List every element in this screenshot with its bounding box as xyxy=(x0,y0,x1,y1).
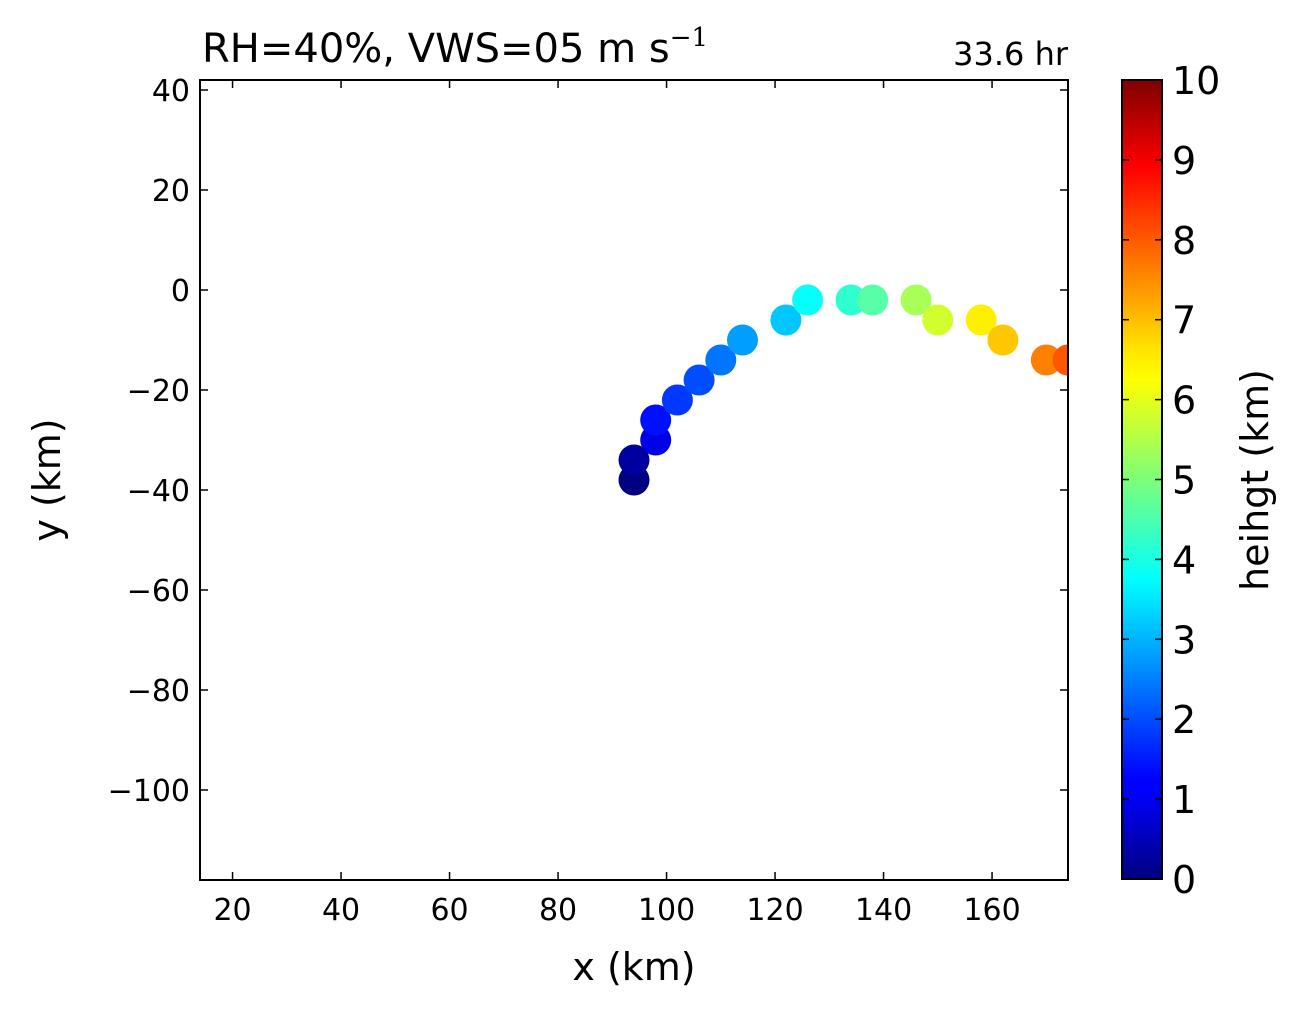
scatter-point-11 xyxy=(835,284,867,316)
scatter-point-10 xyxy=(792,284,824,316)
y-tick-label: −80 xyxy=(127,674,190,709)
scatter-point-12 xyxy=(857,284,889,316)
colorbar-tick-label: 6 xyxy=(1172,379,1196,423)
colorbar-tick-label: 1 xyxy=(1172,778,1196,822)
scatter-point-4 xyxy=(640,404,672,436)
y-tick-label: −20 xyxy=(127,374,190,409)
scatter-point-7 xyxy=(705,344,737,376)
scatter-point-5 xyxy=(661,384,693,416)
y-tick-label: −100 xyxy=(108,774,190,809)
y-axis-label: y (km) xyxy=(25,418,69,541)
chart-title-main: RH=40%, VWS=05 m s xyxy=(202,26,670,72)
colorbar-tick-label: 3 xyxy=(1172,618,1196,662)
y-tick-label: 40 xyxy=(152,74,190,109)
y-tick-label: 0 xyxy=(171,274,190,309)
y-tick-label: −60 xyxy=(127,574,190,609)
scatter-point-18 xyxy=(1052,344,1068,376)
scatter-point-17 xyxy=(1030,344,1062,376)
chart-title: RH=40%, VWS=05 m s−1 xyxy=(202,23,708,72)
x-tick-label: 160 xyxy=(963,893,1020,928)
scatter-point-14 xyxy=(922,304,954,336)
y-tick-label: −40 xyxy=(127,474,190,509)
colorbar-tick-label: 8 xyxy=(1172,219,1196,263)
scatter-point-13 xyxy=(900,284,932,316)
colorbar-label: heihgt (km) xyxy=(1233,369,1277,591)
scatter-point-16 xyxy=(987,324,1019,356)
colorbar-tick-label: 5 xyxy=(1172,459,1196,503)
colorbar: 0 1 2 3 4 5 6 7 8 9 10 xyxy=(1121,59,1220,902)
colorbar-tick-label: 10 xyxy=(1172,59,1220,103)
x-tick-label: 80 xyxy=(539,893,577,928)
scatter-point-8 xyxy=(727,324,758,356)
scatter-point-15 xyxy=(965,304,997,336)
x-axis-label: x (km) xyxy=(572,945,695,989)
colorbar-tick-label: 2 xyxy=(1172,698,1196,742)
scatter-point-2 xyxy=(618,444,650,476)
chart-title-exponent: −1 xyxy=(670,23,708,53)
x-tick-label: 100 xyxy=(638,893,695,928)
y-tick-label: 20 xyxy=(152,174,190,209)
x-tick-label: 140 xyxy=(855,893,912,928)
scatter-point-9 xyxy=(770,304,802,336)
colorbar-tick-label: 4 xyxy=(1172,538,1196,582)
x-tick-label: 60 xyxy=(430,893,468,928)
axes: 20 40 60 80 100 120 140 160 40 20 0 −20 −40 −60 −80 −10… xyxy=(108,74,1069,928)
plot-frame xyxy=(199,79,1069,881)
scatter-points xyxy=(618,284,1068,496)
scatter-point-6 xyxy=(683,364,715,396)
x-tick-label: 40 xyxy=(322,893,360,928)
time-annotation: 33.6 hr xyxy=(953,35,1069,73)
x-tick-label: 20 xyxy=(213,893,251,928)
x-tick-label: 120 xyxy=(746,893,803,928)
colorbar-tick-label: 0 xyxy=(1172,858,1196,902)
colorbar-tick-label: 7 xyxy=(1172,299,1196,343)
colorbar-tick-label: 9 xyxy=(1172,139,1196,183)
